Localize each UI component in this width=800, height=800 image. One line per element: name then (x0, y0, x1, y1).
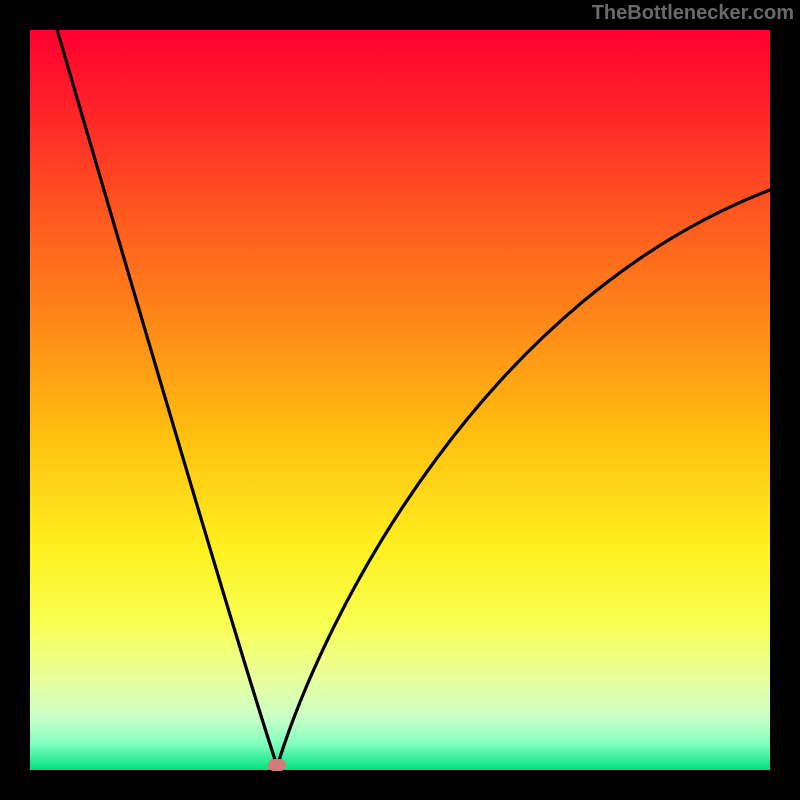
watermark-text: TheBottlenecker.com (592, 2, 794, 25)
plot-area (30, 30, 770, 770)
curve-overlay (30, 30, 770, 770)
optimum-marker (268, 759, 286, 771)
bottleneck-curve (51, 30, 770, 766)
